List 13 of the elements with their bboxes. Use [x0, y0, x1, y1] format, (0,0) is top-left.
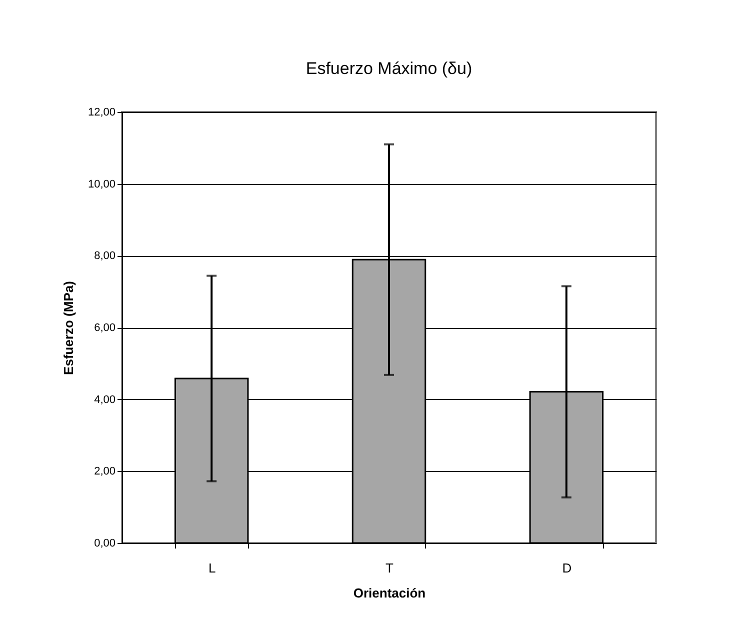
y-tick-label: 6,00: [94, 322, 116, 334]
y-axis-title: Esfuerzo (MPa): [60, 281, 76, 375]
x-axis-title: Orientación: [353, 586, 426, 600]
y-tick-label: 0,00: [94, 538, 116, 550]
y-tick-label: 4,00: [94, 394, 116, 406]
y-tick-label: 12,00: [88, 106, 116, 118]
x-tick-label: T: [386, 560, 394, 576]
chart-title: Esfuerzo Máximo (δu): [306, 59, 472, 78]
y-tick-label: 10,00: [88, 178, 116, 190]
x-tick-label: D: [562, 560, 572, 576]
y-tick-label: 8,00: [94, 250, 116, 262]
y-tick-label: 2,00: [94, 466, 116, 478]
x-tick-label: L: [208, 560, 216, 576]
